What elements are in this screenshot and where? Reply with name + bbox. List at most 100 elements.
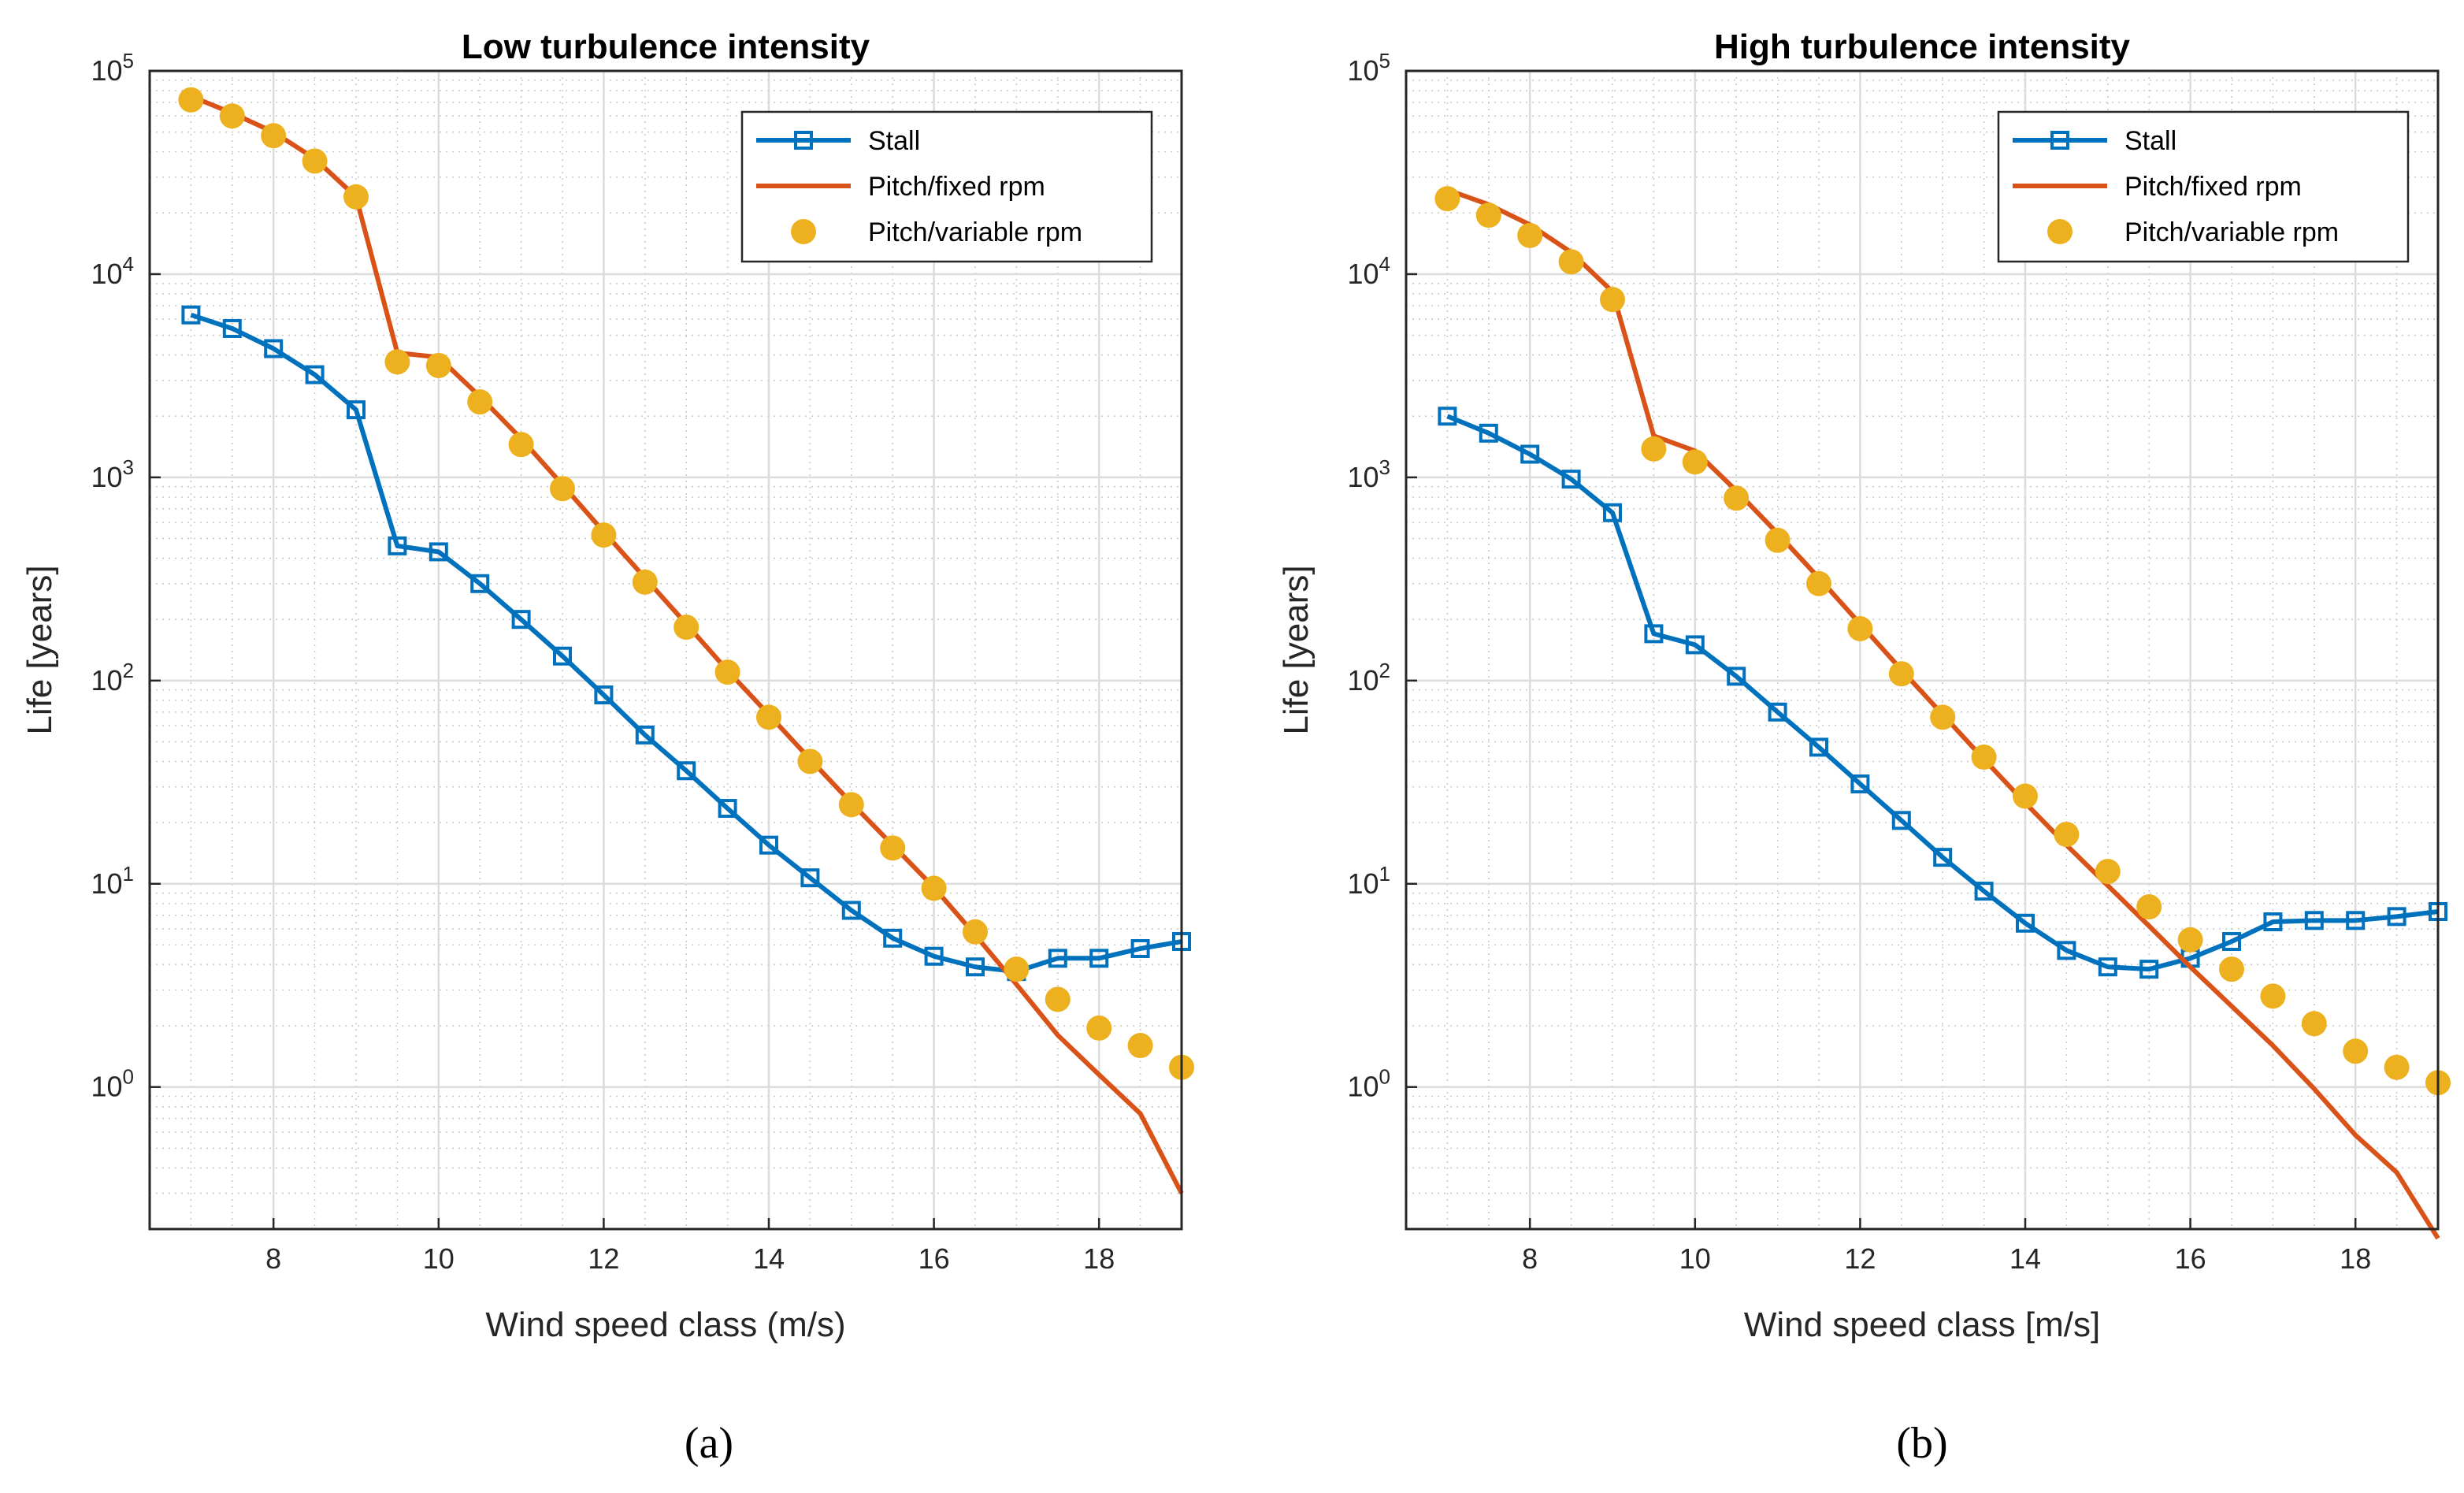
y-tick-label: 102 [1347, 659, 1390, 696]
stall-point [1768, 702, 1787, 722]
pitch-variable-point [1086, 1015, 1112, 1041]
legend: Stall Pitch/fixed rpm Pitch/variable rpm [740, 110, 1153, 263]
x-tick-label: 14 [753, 1242, 785, 1275]
pitch-variable-point [674, 615, 699, 641]
pitch-variable-point [384, 349, 410, 375]
legend-pitch-variable-marker [2047, 219, 2073, 244]
legend-stall-label: Stall [2124, 126, 2176, 156]
chart-panel-a: 8 10 12 14 16 18 100 101 102 103 104 105 Low turbu… [20, 28, 1194, 1344]
pitch-variable-point [1724, 485, 1750, 511]
pitch-variable-point [2384, 1054, 2410, 1080]
y-tick-label: 102 [91, 659, 134, 696]
x-tick-label: 12 [1844, 1242, 1876, 1275]
pitch-variable-point [2095, 859, 2121, 885]
stall-point [677, 761, 696, 781]
pitch-variable-point [1971, 745, 1997, 771]
legend-pitch-fixed-label: Pitch/fixed rpm [2124, 172, 2302, 202]
stall-point [2346, 911, 2366, 930]
axes-box [1405, 69, 2440, 1231]
x-tick-label: 18 [2340, 1242, 2371, 1275]
pitch-variable-point [1765, 527, 1790, 553]
pitch-variable-point [591, 522, 617, 548]
pitch-variable-point [838, 792, 864, 818]
pitch-variable-point [632, 569, 658, 595]
y-tick-label: 105 [91, 49, 134, 87]
stall-point [470, 574, 490, 593]
pitch-variable-point [178, 87, 204, 113]
stall-point [966, 957, 985, 977]
pitch-variable-point [1641, 436, 1667, 462]
stall-point [841, 901, 861, 920]
y-tick-labels: 100 101 102 103 104 105 [91, 49, 161, 1103]
x-tick-label: 16 [918, 1242, 950, 1275]
stall-point [1130, 938, 1150, 958]
stall-point [1438, 407, 1457, 426]
stall-point [2387, 907, 2406, 927]
x-tick-label: 10 [1679, 1242, 1711, 1275]
pitch-variable-point [1558, 249, 1584, 275]
pitch-variable-point [963, 919, 988, 945]
pitch-variable-point [1930, 704, 1956, 730]
pitch-variable-point [1434, 186, 1460, 212]
pitch-variable-point [1888, 661, 1914, 687]
pitch-variable-point [2136, 894, 2162, 920]
stall-point [1561, 470, 1581, 489]
y-tick-label: 103 [1347, 455, 1390, 493]
x-tick-labels: 8 10 12 14 16 18 [265, 1218, 1115, 1275]
pitch-variable-point [261, 123, 287, 149]
pitch-variable-point [467, 389, 493, 415]
y-tick-labels: 100 101 102 103 104 105 [1347, 49, 1417, 1103]
pitch-variable-point [1127, 1033, 1153, 1059]
stall-point [1089, 949, 1109, 968]
caption-a: (a) [685, 1419, 733, 1468]
caption-b: (b) [1896, 1419, 1947, 1468]
y-tick-label: 103 [91, 455, 134, 493]
stall-point [718, 799, 737, 819]
pitch-variable-point [2013, 783, 2038, 809]
x-tick-label: 8 [265, 1242, 281, 1275]
x-tick-label: 10 [423, 1242, 455, 1275]
series-layer [1434, 186, 2451, 1240]
pitch-variable-point [425, 352, 451, 378]
pitch-variable-point [2343, 1038, 2369, 1064]
pitch-variable-point [2260, 983, 2286, 1009]
pitch-variable-point [550, 476, 575, 502]
legend-pitch-variable-label: Pitch/variable rpm [868, 217, 1082, 247]
pitch-variable-point [921, 875, 947, 901]
stall-point [1685, 635, 1705, 655]
legend-pitch-variable-label: Pitch/variable rpm [2124, 217, 2339, 247]
legend-pitch-fixed-label: Pitch/fixed rpm [868, 172, 1045, 202]
stall-point [2304, 911, 2324, 930]
stall-point [1479, 423, 1498, 443]
x-tick-labels: 8 10 12 14 16 18 [1522, 1218, 2371, 1275]
pitch-variable-point [302, 148, 328, 174]
y-tick-label: 104 [91, 252, 134, 290]
legend-stall-marker [2050, 131, 2069, 150]
pitch-variable-point [714, 659, 740, 685]
stall-point [2057, 941, 2076, 960]
stall-point [1727, 667, 1746, 686]
stall-point [429, 542, 448, 562]
pitch-variable-point [756, 704, 781, 730]
pitch-variable-point [508, 432, 534, 458]
y-tick-label: 104 [1347, 252, 1390, 290]
stall-point [2139, 960, 2159, 979]
stall-point [347, 400, 366, 420]
stall-point [388, 536, 407, 555]
legend-pitch-variable-marker [791, 219, 816, 244]
stall-point [1644, 624, 1664, 644]
stall-point [1603, 503, 1622, 522]
stall-point [1933, 848, 1953, 867]
stall-point [264, 339, 284, 358]
pitch-variable-point [1682, 449, 1708, 475]
y-tick-label: 101 [1347, 862, 1390, 900]
grid-lines [1406, 69, 2439, 1230]
y-tick-label: 100 [1347, 1065, 1390, 1103]
pitch-variable-point [2177, 927, 2203, 953]
stall-point [305, 365, 325, 384]
pitch-variable-point [2054, 822, 2080, 848]
x-tick-label: 14 [2009, 1242, 2041, 1275]
x-tick-label: 18 [1083, 1242, 1115, 1275]
stall-point [1809, 737, 1828, 757]
plot-area [150, 71, 1182, 1229]
